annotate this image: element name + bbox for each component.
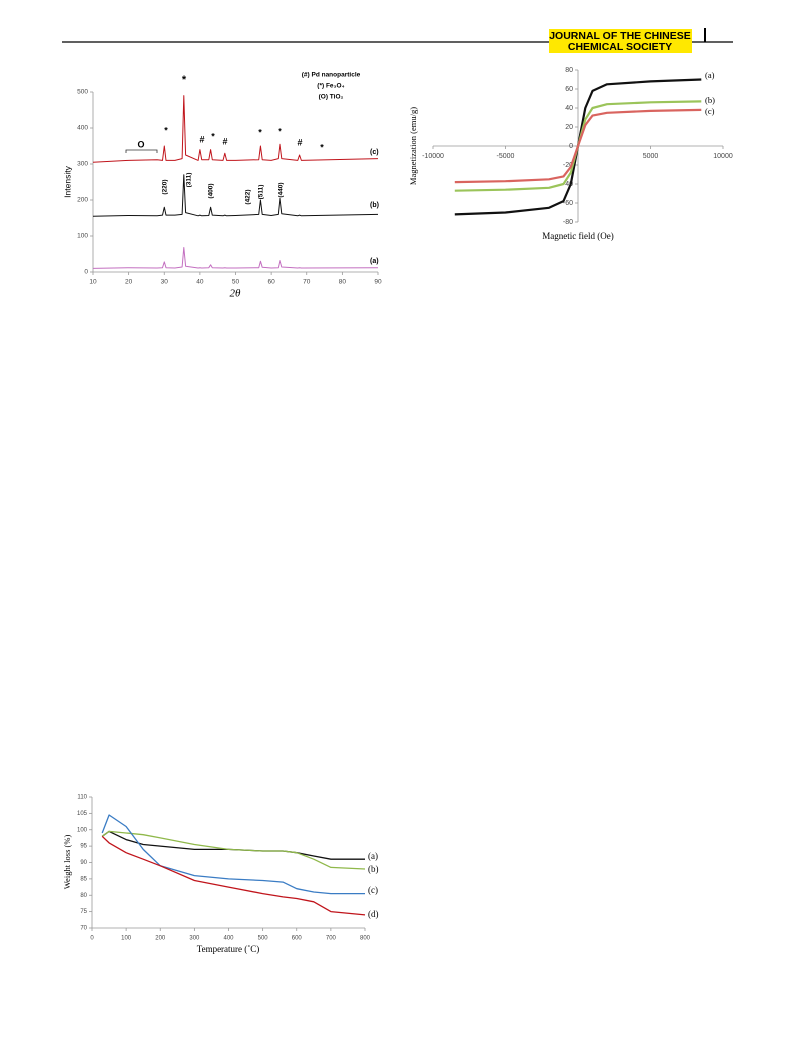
series-label: (a) [705, 70, 715, 80]
annotation: (*) Fe₃O₄ [317, 83, 344, 90]
annotation: (400) [208, 183, 215, 198]
annotation: * [320, 142, 324, 152]
series-line [92, 95, 379, 163]
y-tick-label: 20 [565, 124, 573, 131]
annotation: # [199, 134, 204, 144]
journal-name: JOURNAL OF THE CHINESE [549, 30, 691, 42]
y-tick-label: -60 [563, 200, 573, 207]
x-tick-label: 700 [326, 936, 337, 942]
x-tick-label: 40 [196, 279, 204, 286]
y-tick-label: 110 [77, 795, 87, 801]
y-tick-label: 60 [565, 86, 573, 93]
x-tick-label: 80 [339, 279, 347, 286]
series-label: (c) [705, 106, 715, 116]
annotation: * [164, 125, 168, 135]
series-label: (d) [368, 909, 379, 919]
y-tick-label: 80 [565, 67, 573, 74]
x-tick-label: 200 [155, 936, 166, 942]
annotation: (#) Pd nanoparticle [302, 72, 361, 79]
series-line [92, 174, 379, 217]
y-tick-label: 200 [77, 197, 88, 204]
x-tick-label: -10000 [422, 153, 444, 160]
x-axis-label: Magnetic field (Oe) [542, 231, 613, 241]
y-tick-label: 0 [569, 143, 573, 150]
x-tick-label: 500 [258, 936, 269, 942]
y-tick-label: 400 [77, 125, 88, 132]
x-tick-label: 30 [161, 279, 169, 286]
series-label: (c) [368, 885, 378, 895]
x-tick-label: 400 [223, 936, 234, 942]
y-tick-label: 0 [84, 269, 88, 276]
annotation: * [258, 127, 262, 137]
x-tick-label: 50 [232, 279, 240, 286]
y-tick-label: 40 [565, 105, 573, 112]
series-label: (b) [368, 864, 379, 874]
series-label: (a) [368, 851, 378, 861]
x-tick-label: -5000 [497, 153, 515, 160]
y-tick-label: 95 [80, 844, 87, 850]
x-tick-label: 90 [374, 279, 382, 286]
series-label: (a) [370, 258, 379, 265]
series-line [101, 814, 365, 895]
series-line [101, 830, 366, 870]
y-tick-label: 105 [77, 811, 88, 817]
y-tick-label: 75 [80, 909, 87, 915]
annotation: * [211, 131, 215, 141]
series-line [454, 108, 702, 184]
y-tick-label: 80 [80, 893, 87, 899]
y-axis-label: Intensity [62, 165, 72, 197]
y-tick-label: 500 [77, 89, 88, 96]
journal-name: CHEMICAL SOCIETY [568, 41, 672, 53]
annotation: * [278, 126, 282, 136]
y-tick-label: 300 [77, 161, 88, 168]
series-line [101, 835, 366, 916]
x-tick-label: 300 [189, 936, 200, 942]
y-tick-label: 100 [77, 827, 88, 833]
annotation: (O) TiO₂ [319, 94, 344, 101]
x-tick-label: 10000 [713, 153, 733, 160]
x-tick-label: 600 [292, 936, 303, 942]
series-line [92, 247, 379, 269]
x-tick-label: 800 [360, 936, 371, 942]
x-tick-label: 10 [89, 279, 97, 286]
y-axis-label: Weight loss (%) [62, 835, 72, 890]
annotation: (220) [162, 179, 169, 194]
y-tick-label: -80 [563, 219, 573, 226]
annotation: O [137, 139, 144, 149]
annotation: # [297, 137, 302, 147]
annotation: * [182, 74, 187, 86]
annotation: (422) [245, 189, 252, 204]
x-tick-label: 20 [125, 279, 133, 286]
x-tick-label: 5000 [643, 153, 659, 160]
x-tick-label: 60 [268, 279, 276, 286]
y-tick-label: 90 [80, 860, 87, 866]
annotation: (511) [258, 185, 265, 200]
x-axis-label: 2θ [230, 288, 242, 300]
x-tick-label: 0 [90, 936, 94, 942]
annotation: (311) [186, 173, 193, 188]
y-axis-label: Magnetization (emu/g) [408, 107, 418, 185]
bracket [125, 149, 158, 153]
annotation: (440) [278, 182, 285, 197]
y-tick-label: -20 [563, 162, 573, 169]
annotation: # [222, 136, 227, 146]
y-tick-label: 70 [80, 926, 87, 932]
series-label: (b) [705, 95, 715, 105]
journal-badge [549, 29, 692, 53]
y-tick-label: 100 [77, 233, 88, 240]
series-label: (b) [370, 202, 379, 209]
x-tick-label: 70 [303, 279, 311, 286]
series-label: (c) [370, 149, 379, 156]
y-tick-label: -40 [563, 181, 573, 188]
x-axis-label: Temperature (˚C) [197, 944, 260, 954]
y-tick-label: 85 [80, 876, 87, 882]
x-tick-label: 100 [121, 936, 132, 942]
